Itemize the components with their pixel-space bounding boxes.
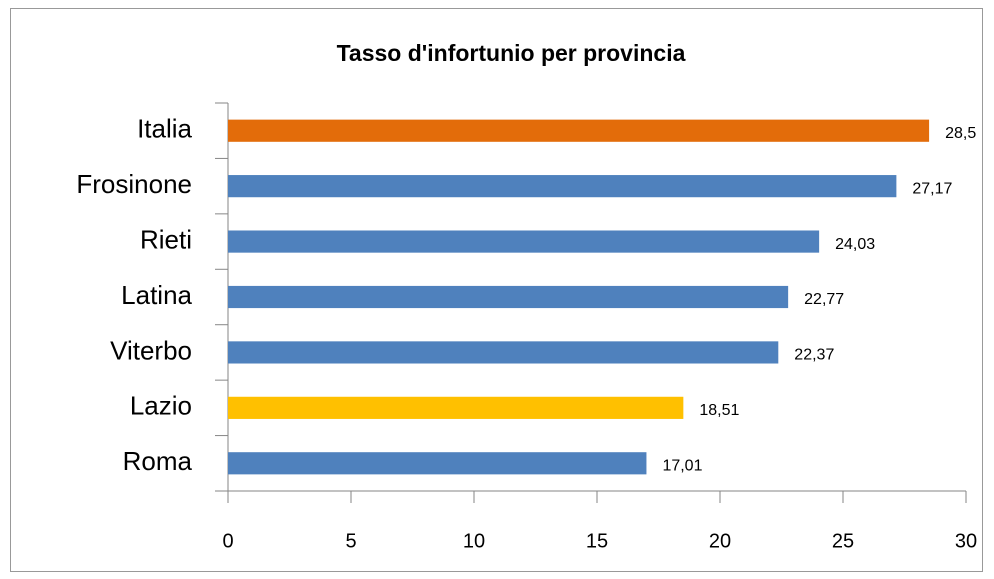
y-tick-label: Viterbo [110,335,192,365]
value-label: 24,03 [835,236,875,253]
bar [228,396,684,419]
y-tick-label: Italia [137,114,192,144]
x-tick-label: 10 [463,530,485,552]
y-tick-label: Rieti [140,224,192,254]
y-tick-label: Roma [123,446,193,476]
x-tick-label: 5 [345,530,356,552]
chart-title: Tasso d'infortunio per provincia [337,40,686,66]
bar [228,341,779,364]
value-label: 27,17 [912,180,952,197]
value-label: 22,37 [794,347,834,364]
x-tick-label: 20 [709,530,731,552]
value-label: 28,5 [945,125,976,142]
value-label: 22,77 [804,291,844,308]
y-tick-label: Frosinone [76,169,192,199]
bar [228,119,930,142]
value-label: 18,51 [699,402,739,419]
bar [228,175,897,198]
bar [228,452,647,475]
x-tick-label: 15 [586,530,608,552]
y-tick-label: Latina [121,280,192,310]
value-label: 17,01 [662,458,702,475]
x-tick-label: 0 [222,530,233,552]
x-tick-label: 30 [955,530,977,552]
bar [228,285,789,309]
y-tick-label: Lazio [130,391,192,421]
bar [228,230,820,253]
x-tick-label: 25 [832,530,854,552]
